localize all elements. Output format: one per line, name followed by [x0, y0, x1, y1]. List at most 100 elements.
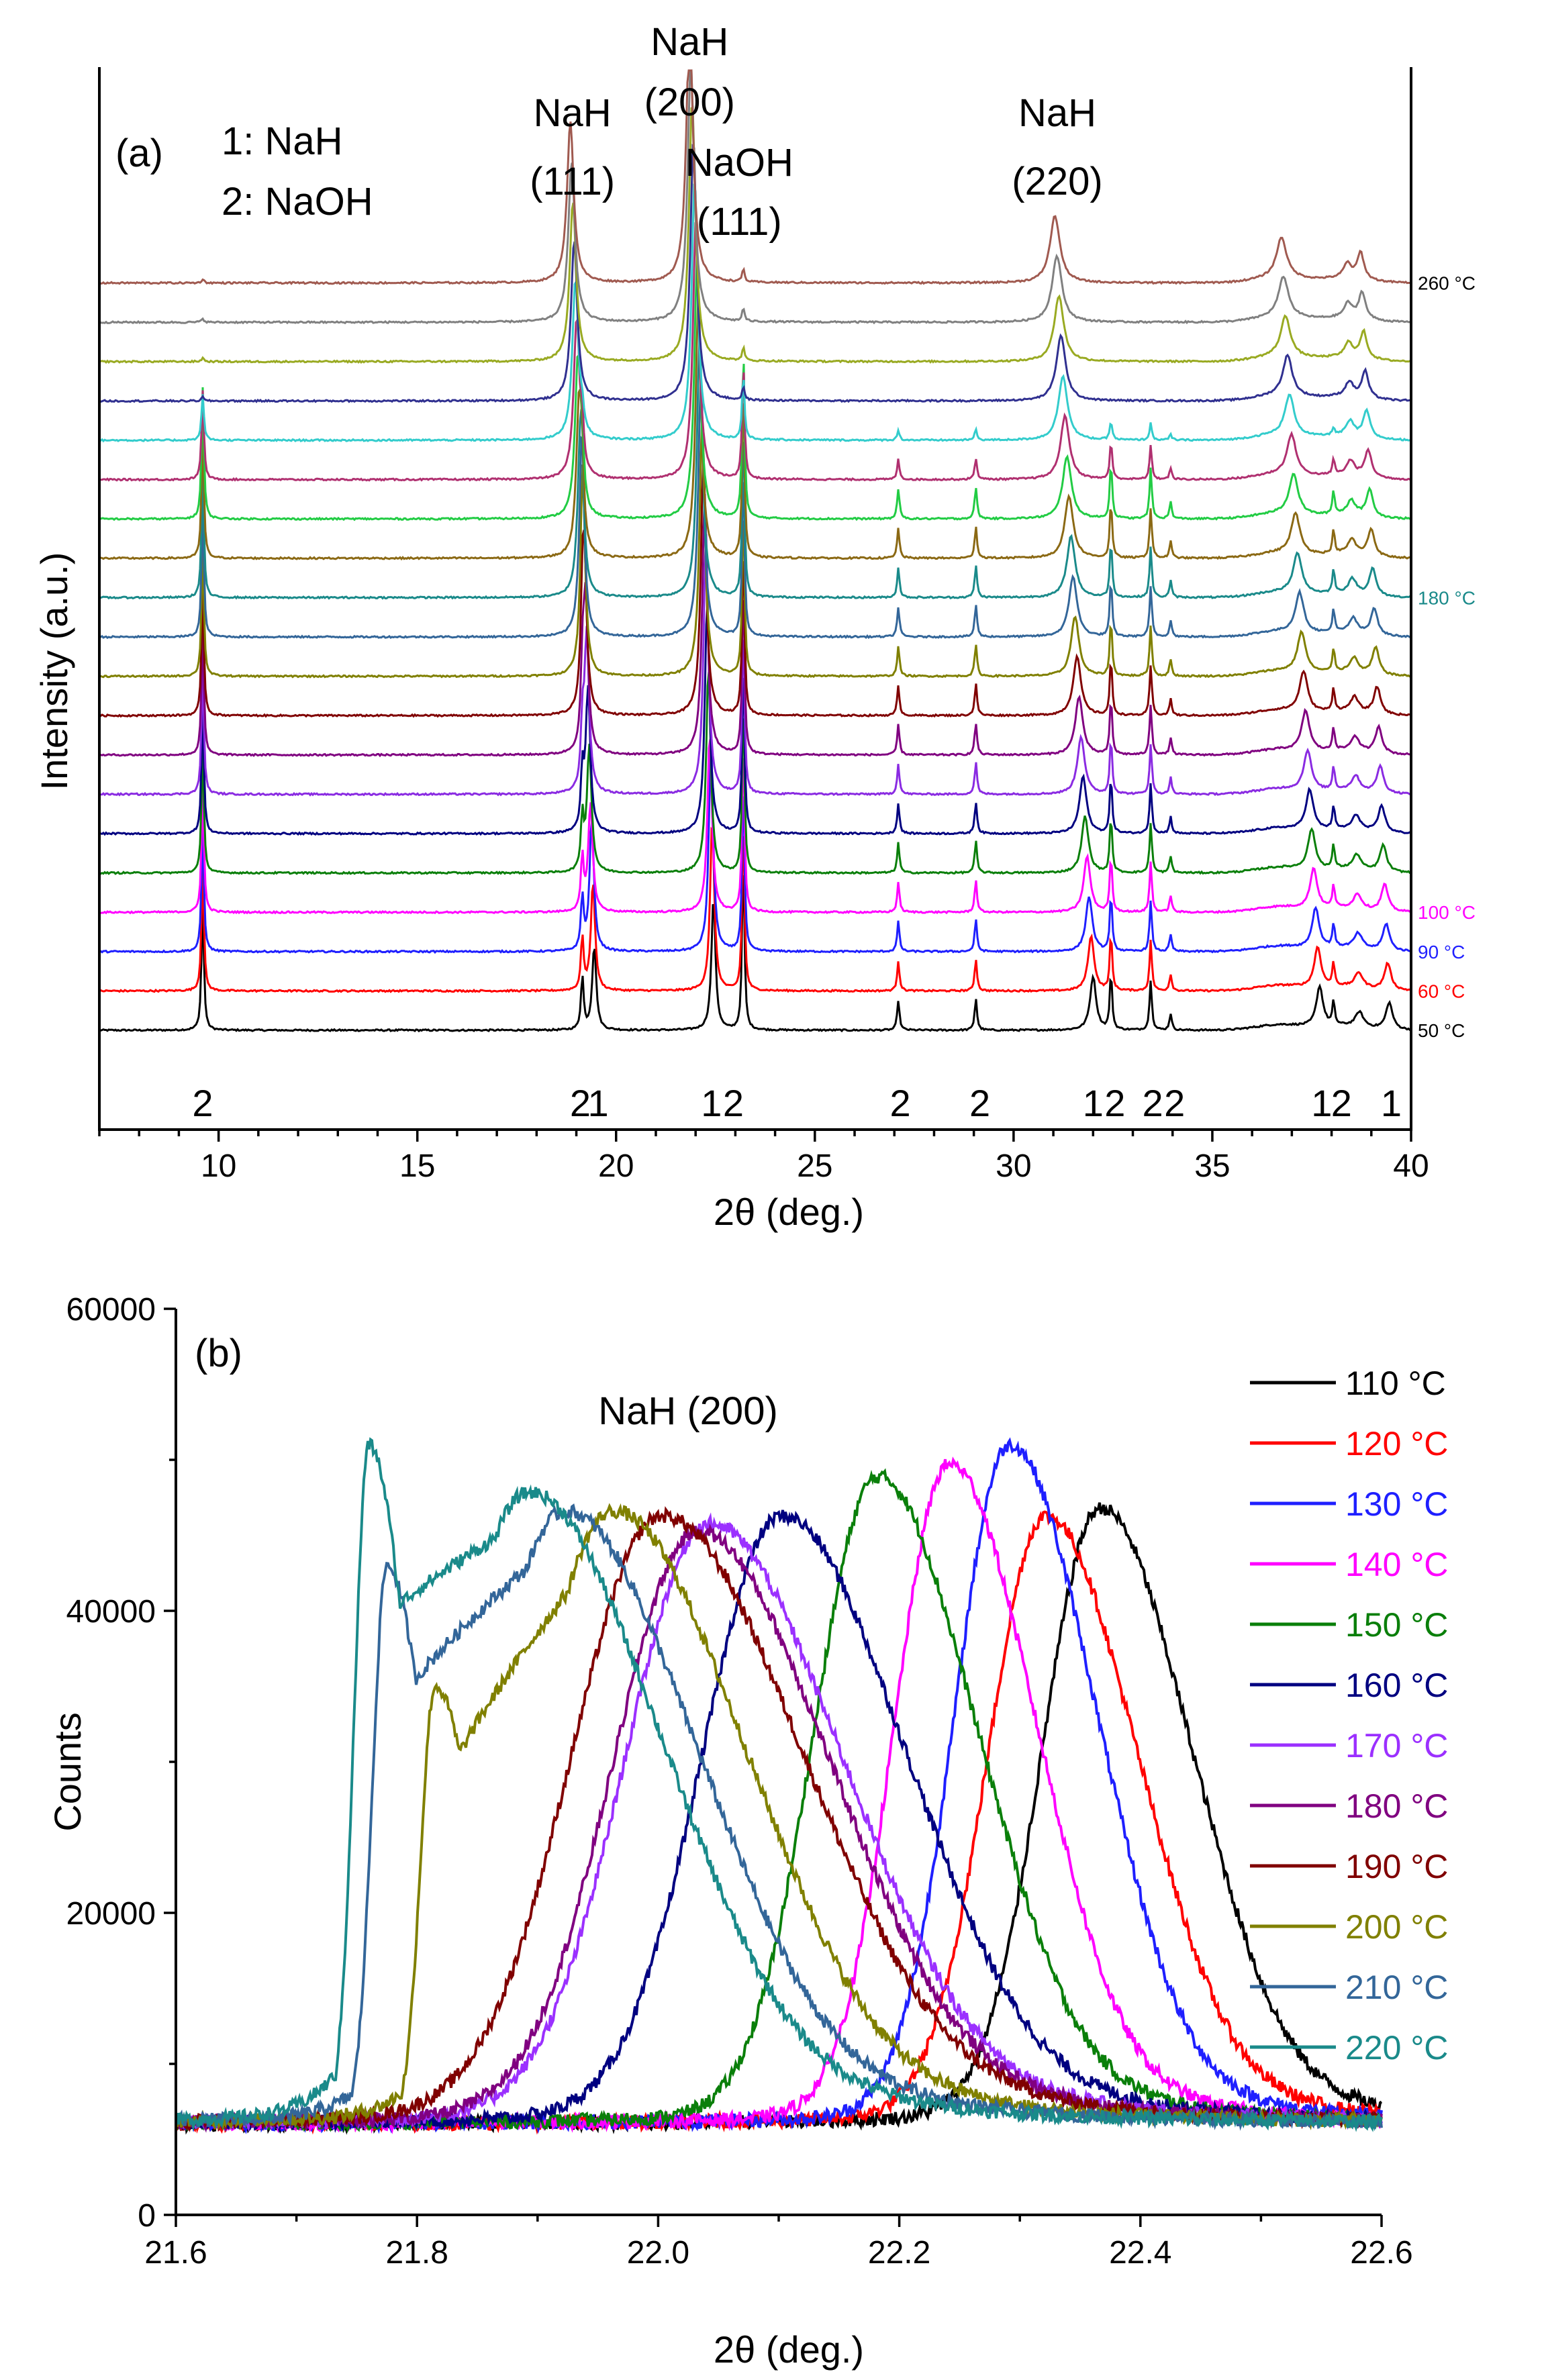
panel-a-x-tick-label: 30: [996, 1148, 1031, 1184]
panel-a-temperature-labels: 50 °C 60 °C 90 °C 100 °C 180 °C 260 °C: [1418, 273, 1476, 1041]
panel-b-x-tick-label: 22.0: [627, 2235, 689, 2271]
panel-b-frame: [175, 1309, 1382, 2216]
legend-key-naoh: 2: NaOH: [222, 180, 373, 224]
peak-index-label: 2: [1331, 1082, 1352, 1124]
panel-a-trace: [99, 826, 1412, 993]
peak-index-label: 2: [1143, 1082, 1163, 1124]
panel-a-trace: [99, 671, 1412, 875]
panel-b-y-tick-label: 40000: [66, 1594, 156, 1630]
panel-b-x-axis-label: 2θ (deg.): [714, 2328, 864, 2371]
panel-a-trace: [99, 258, 1412, 522]
panel-b-series-line: [175, 1509, 1383, 2133]
panel-a-trace: [99, 534, 1412, 797]
panel-a: NaH (111) NaH (200) NaOH (111) NaH (220) 50 °C 6…: [33, 20, 1476, 1233]
legend-label: 180 °C: [1345, 1787, 1448, 1825]
legend-label: 160 °C: [1345, 1667, 1448, 1704]
panel-b-series-line: [175, 1468, 1383, 2134]
panel-a-x-axis-label: 2θ (deg.): [714, 1191, 864, 1233]
peak-index-label: 1: [701, 1082, 722, 1124]
panel-b-y-tick-label: 60000: [66, 1292, 156, 1328]
peak-index-label: 1: [588, 1082, 609, 1124]
panel-b-axes: 21.6 21.8 22.0 22.2 22.4 22.6 0 20000 40000 60000: [66, 1292, 1413, 2271]
panel-b-x-tick-label: 22.4: [1109, 2235, 1171, 2271]
panel-b-y-tick-label: 0: [138, 2198, 156, 2234]
panel-a-x-tick-label: 25: [797, 1148, 832, 1184]
panel-a-trace: [98, 69, 1412, 285]
peak-annotation-name: NaH: [650, 20, 728, 64]
panel-a-trace: [99, 222, 1412, 482]
panel-b-traces: [175, 1437, 1383, 2135]
panel-b: 21.6 21.8 22.0 22.2 22.4 22.6 0 20000 40000 60000…: [46, 1292, 1448, 2371]
peak-index-label: 2: [192, 1082, 213, 1124]
panel-a-trace: [99, 453, 1411, 718]
panel-a-trace: [99, 69, 1412, 325]
panel-b-label: (b): [195, 1332, 242, 1375]
panel-a-trace: [99, 297, 1411, 561]
temperature-label: 100 °C: [1418, 902, 1476, 923]
panel-a-frame: [98, 67, 1412, 1131]
panel-a-traces: [98, 69, 1412, 1033]
panel-a-trace: [99, 375, 1412, 640]
peak-annotation-name: NaH: [534, 91, 612, 135]
panel-a-trace: [99, 753, 1412, 954]
panel-b-y-axis-label: Counts: [46, 1712, 89, 1831]
panel-a-trace: [99, 603, 1412, 836]
peak-annotation-name: NaH: [1018, 91, 1096, 135]
legend-label: 130 °C: [1345, 1485, 1448, 1523]
peak-index-label: 1: [1083, 1082, 1104, 1124]
panel-b-x-tick-label: 22.2: [868, 2235, 930, 2271]
panel-b-x-tick-label: 21.8: [385, 2235, 448, 2271]
legend-label: 190 °C: [1345, 1848, 1448, 1885]
panel-b-series-line: [175, 1510, 1383, 2135]
panel-b-series-line: [175, 1506, 1383, 2133]
panel-a-trace: [99, 493, 1412, 758]
legend-label: 210 °C: [1345, 1969, 1448, 2006]
panel-b-series-line: [175, 1437, 1383, 2132]
panel-a-x-tick-label: 20: [598, 1148, 634, 1184]
panel-a-trace: [99, 413, 1412, 679]
panel-a-x-tick-label: 40: [1393, 1148, 1429, 1184]
panel-a-trace: [98, 144, 1411, 403]
panel-b-y-tick-label: 20000: [66, 1896, 156, 1932]
panel-b-x-tick-label: 21.6: [144, 2235, 207, 2271]
legend-label: 150 °C: [1345, 1606, 1448, 1644]
panel-a-x-tick-label: 10: [201, 1148, 236, 1184]
legend-label: 140 °C: [1345, 1546, 1448, 1583]
panel-b-title: NaH (200): [598, 1389, 778, 1433]
legend-label: 170 °C: [1345, 1727, 1448, 1765]
panel-a-label: (a): [115, 132, 163, 175]
panel-a-annotations: NaH (111) NaH (200) NaOH (111) NaH (220): [530, 20, 1102, 244]
panel-a-trace: [99, 875, 1412, 1033]
peak-index-label: 2: [969, 1082, 990, 1124]
panel-b-series-line: [175, 1456, 1383, 2134]
peak-annotation-hkl: (200): [644, 81, 735, 124]
panel-b-legend: 110 °C 120 °C 130 °C 140 °C 150 °C 160 °C 170 …: [1250, 1365, 1448, 2067]
temperature-label: 180 °C: [1418, 587, 1476, 608]
peak-index-label: 1: [1381, 1082, 1402, 1124]
panel-a-x-tick-label: 35: [1194, 1148, 1230, 1184]
legend-label: 200 °C: [1345, 1908, 1448, 1946]
panel-a-trace: [99, 183, 1412, 443]
legend-label: 120 °C: [1345, 1425, 1448, 1462]
panel-a-x-tick-label: 15: [399, 1148, 435, 1184]
peak-index-label: 1: [1311, 1082, 1332, 1124]
peak-index-label: 2: [890, 1082, 911, 1124]
peak-index-label: 2: [1164, 1082, 1185, 1124]
panel-b-series-line: [175, 1437, 1383, 2134]
peak-index-label: 2: [570, 1082, 591, 1124]
panel-a-axes: 10 15 20 25 30 35 40: [98, 67, 1429, 1184]
panel-a-trace: [99, 105, 1412, 364]
peak-index-label: 2: [723, 1082, 744, 1124]
legend-label: 110 °C: [1345, 1365, 1446, 1402]
temperature-label: 90 °C: [1418, 942, 1465, 962]
temperature-label: 60 °C: [1418, 981, 1465, 1001]
panel-a-y-axis-label: Intensity (a.u.): [33, 552, 75, 791]
temperature-label: 50 °C: [1418, 1020, 1465, 1041]
legend-label: 220 °C: [1345, 2029, 1448, 2067]
peak-annotation-name: NaOH: [685, 141, 793, 185]
temperature-label: 260 °C: [1418, 273, 1476, 294]
panel-b-x-tick-label: 22.6: [1350, 2235, 1412, 2271]
panel-a-trace: [99, 739, 1412, 915]
peak-annotation-hkl: (111): [530, 160, 615, 203]
panel-a-peak-indices: 2 21 1 2 2 2 1 2 2 2 12 1: [192, 1082, 1402, 1124]
